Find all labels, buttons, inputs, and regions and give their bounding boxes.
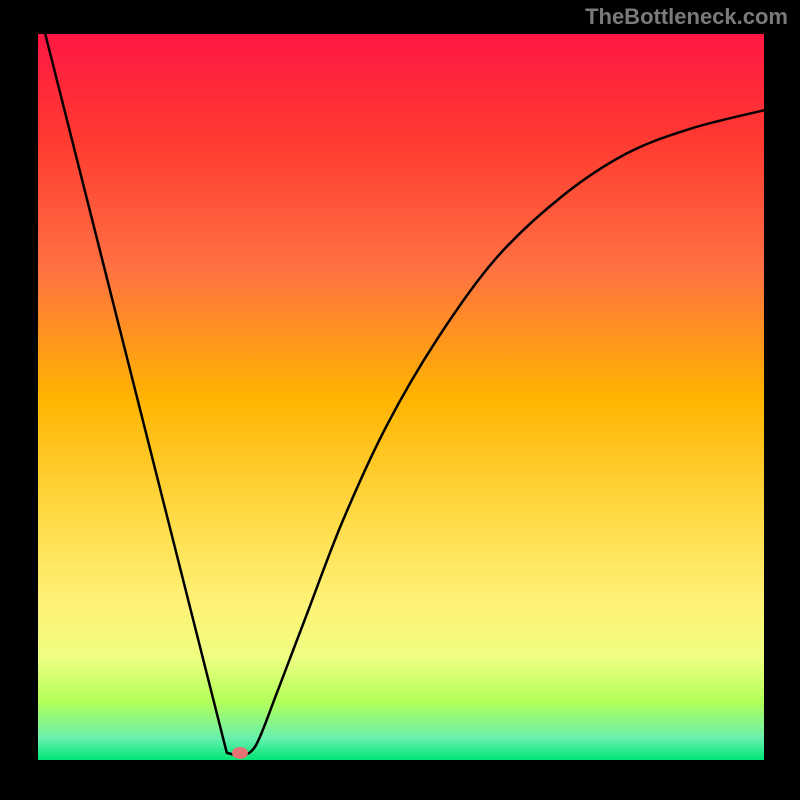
plot-area	[38, 34, 764, 760]
chart-svg	[38, 34, 764, 760]
bottleneck-curve	[45, 34, 764, 756]
watermark-text: TheBottleneck.com	[585, 4, 788, 30]
vertex-marker	[232, 747, 248, 759]
